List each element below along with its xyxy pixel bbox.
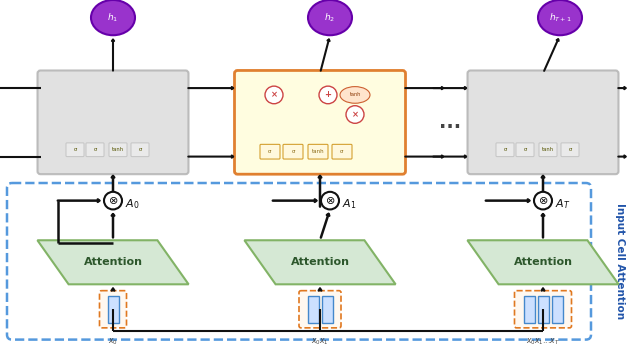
Text: $\mathit{h_1}$: $\mathit{h_1}$ [108, 11, 118, 24]
Text: σ: σ [74, 147, 77, 152]
Text: ×: × [351, 110, 358, 119]
FancyBboxPatch shape [561, 143, 579, 157]
Ellipse shape [340, 87, 370, 103]
FancyBboxPatch shape [467, 70, 618, 174]
FancyBboxPatch shape [299, 291, 341, 328]
Text: +: + [324, 90, 332, 100]
FancyBboxPatch shape [99, 291, 127, 328]
FancyBboxPatch shape [308, 144, 328, 159]
Text: $A_1$: $A_1$ [342, 198, 356, 212]
Text: σ: σ [524, 147, 527, 152]
Text: σ: σ [93, 147, 97, 152]
FancyBboxPatch shape [332, 144, 352, 159]
Polygon shape [467, 240, 619, 284]
FancyBboxPatch shape [283, 144, 303, 159]
Text: tanh: tanh [112, 147, 124, 152]
Text: ...: ... [439, 113, 461, 132]
FancyBboxPatch shape [66, 143, 84, 157]
Circle shape [534, 192, 552, 209]
FancyBboxPatch shape [86, 143, 104, 157]
Text: $x_0$: $x_0$ [108, 337, 118, 347]
FancyBboxPatch shape [552, 295, 563, 323]
Ellipse shape [91, 0, 135, 35]
Text: σ: σ [504, 147, 507, 152]
Text: tanh: tanh [312, 149, 324, 154]
FancyBboxPatch shape [515, 291, 572, 328]
Circle shape [265, 86, 283, 104]
Text: σ: σ [291, 149, 295, 154]
FancyBboxPatch shape [131, 143, 149, 157]
FancyBboxPatch shape [38, 70, 189, 174]
Circle shape [346, 106, 364, 123]
Text: ×: × [271, 90, 278, 100]
FancyBboxPatch shape [516, 143, 534, 157]
Text: $A_0$: $A_0$ [125, 198, 140, 212]
FancyBboxPatch shape [307, 295, 319, 323]
Circle shape [104, 192, 122, 209]
Text: $\mathit{h_2}$: $\mathit{h_2}$ [324, 11, 335, 24]
Polygon shape [244, 240, 396, 284]
Text: Input Cell Attention: Input Cell Attention [615, 203, 625, 319]
Text: Attention: Attention [513, 257, 573, 267]
FancyBboxPatch shape [109, 143, 127, 157]
Text: $\mathit{h_{T+1}}$: $\mathit{h_{T+1}}$ [548, 11, 572, 24]
FancyBboxPatch shape [539, 143, 557, 157]
Polygon shape [37, 240, 189, 284]
Text: tanh: tanh [349, 93, 360, 97]
Ellipse shape [538, 0, 582, 35]
Text: σ: σ [268, 149, 272, 154]
Ellipse shape [308, 0, 352, 35]
FancyBboxPatch shape [538, 295, 548, 323]
FancyBboxPatch shape [108, 295, 118, 323]
FancyBboxPatch shape [260, 144, 280, 159]
Text: $x_0x_1$...$x_T$: $x_0x_1$...$x_T$ [526, 337, 560, 347]
Text: $\otimes$: $\otimes$ [538, 195, 548, 206]
Text: Attention: Attention [291, 257, 349, 267]
Text: tanh: tanh [542, 147, 554, 152]
Text: $\otimes$: $\otimes$ [325, 195, 335, 206]
FancyBboxPatch shape [234, 70, 406, 174]
FancyBboxPatch shape [496, 143, 514, 157]
Text: σ: σ [568, 147, 572, 152]
FancyBboxPatch shape [524, 295, 534, 323]
Text: $x_0x_1$: $x_0x_1$ [311, 337, 329, 347]
Circle shape [319, 86, 337, 104]
Circle shape [321, 192, 339, 209]
Text: σ: σ [138, 147, 141, 152]
Text: $A_T$: $A_T$ [555, 198, 570, 212]
FancyBboxPatch shape [321, 295, 333, 323]
Text: Attention: Attention [83, 257, 143, 267]
Text: σ: σ [340, 149, 344, 154]
Text: $\otimes$: $\otimes$ [108, 195, 118, 206]
